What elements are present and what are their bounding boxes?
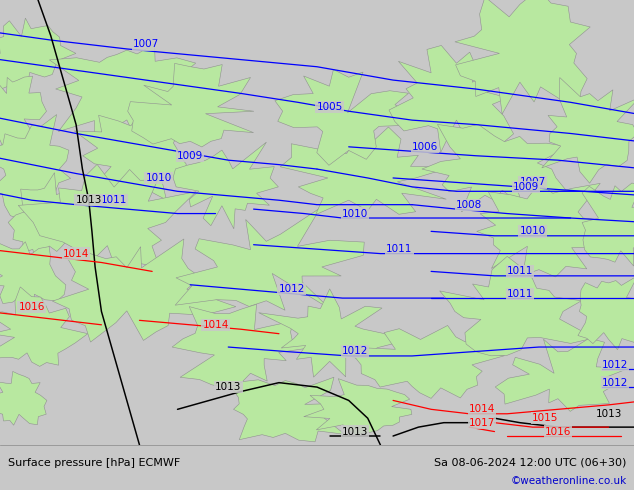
Text: 1014: 1014 <box>202 320 229 330</box>
Polygon shape <box>275 70 420 165</box>
Polygon shape <box>280 127 451 215</box>
Text: 1010: 1010 <box>519 226 546 236</box>
Text: 1014: 1014 <box>63 248 89 259</box>
Text: Surface pressure [hPa] ECMWF: Surface pressure [hPa] ECMWF <box>8 458 180 467</box>
Text: 1012: 1012 <box>342 346 368 357</box>
Text: 1006: 1006 <box>411 142 438 152</box>
Polygon shape <box>542 77 634 183</box>
Text: 1013: 1013 <box>342 427 368 437</box>
Text: 1011: 1011 <box>507 267 533 276</box>
Polygon shape <box>18 164 196 274</box>
Text: 1009: 1009 <box>177 151 204 161</box>
Polygon shape <box>175 208 365 310</box>
Polygon shape <box>0 115 70 219</box>
Polygon shape <box>49 44 196 171</box>
Text: 1007: 1007 <box>133 40 159 49</box>
Text: ©weatheronline.co.uk: ©weatheronline.co.uk <box>510 476 626 487</box>
Polygon shape <box>439 256 594 356</box>
Polygon shape <box>259 289 396 377</box>
Polygon shape <box>0 18 76 96</box>
Polygon shape <box>495 338 629 412</box>
Text: Sa 08-06-2024 12:00 UTC (06+30): Sa 08-06-2024 12:00 UTC (06+30) <box>434 458 626 467</box>
Polygon shape <box>127 63 254 147</box>
Polygon shape <box>304 379 412 435</box>
Polygon shape <box>389 46 514 152</box>
Text: 1012: 1012 <box>602 378 628 388</box>
Text: 1010: 1010 <box>145 173 172 183</box>
Text: 1017: 1017 <box>469 417 495 428</box>
Text: 1012: 1012 <box>602 360 628 370</box>
Polygon shape <box>455 0 590 114</box>
Text: 1013: 1013 <box>215 382 242 392</box>
Text: 1015: 1015 <box>532 413 559 423</box>
Text: 1011: 1011 <box>507 289 533 298</box>
Text: 1011: 1011 <box>101 195 127 205</box>
Text: 1009: 1009 <box>513 182 540 192</box>
Text: 1012: 1012 <box>278 284 305 294</box>
Polygon shape <box>0 242 66 312</box>
Polygon shape <box>0 76 46 156</box>
Polygon shape <box>173 142 278 229</box>
Text: 1011: 1011 <box>386 244 413 254</box>
Polygon shape <box>74 113 186 200</box>
Text: 1010: 1010 <box>342 209 368 219</box>
Text: 1014: 1014 <box>469 404 495 415</box>
Polygon shape <box>231 377 345 442</box>
Polygon shape <box>172 304 316 388</box>
Text: 1016: 1016 <box>545 427 571 437</box>
Polygon shape <box>353 325 505 398</box>
Text: 1013: 1013 <box>75 195 102 205</box>
Polygon shape <box>477 183 610 277</box>
Polygon shape <box>0 287 88 367</box>
Polygon shape <box>582 183 634 266</box>
Polygon shape <box>53 239 236 342</box>
Text: 1008: 1008 <box>456 199 482 210</box>
Polygon shape <box>8 172 75 267</box>
Text: 1005: 1005 <box>316 102 343 112</box>
Text: 1013: 1013 <box>595 409 622 419</box>
Polygon shape <box>0 371 47 425</box>
Polygon shape <box>422 124 569 212</box>
Text: 1016: 1016 <box>18 302 45 312</box>
Text: 1007: 1007 <box>519 177 546 187</box>
Polygon shape <box>578 275 634 350</box>
